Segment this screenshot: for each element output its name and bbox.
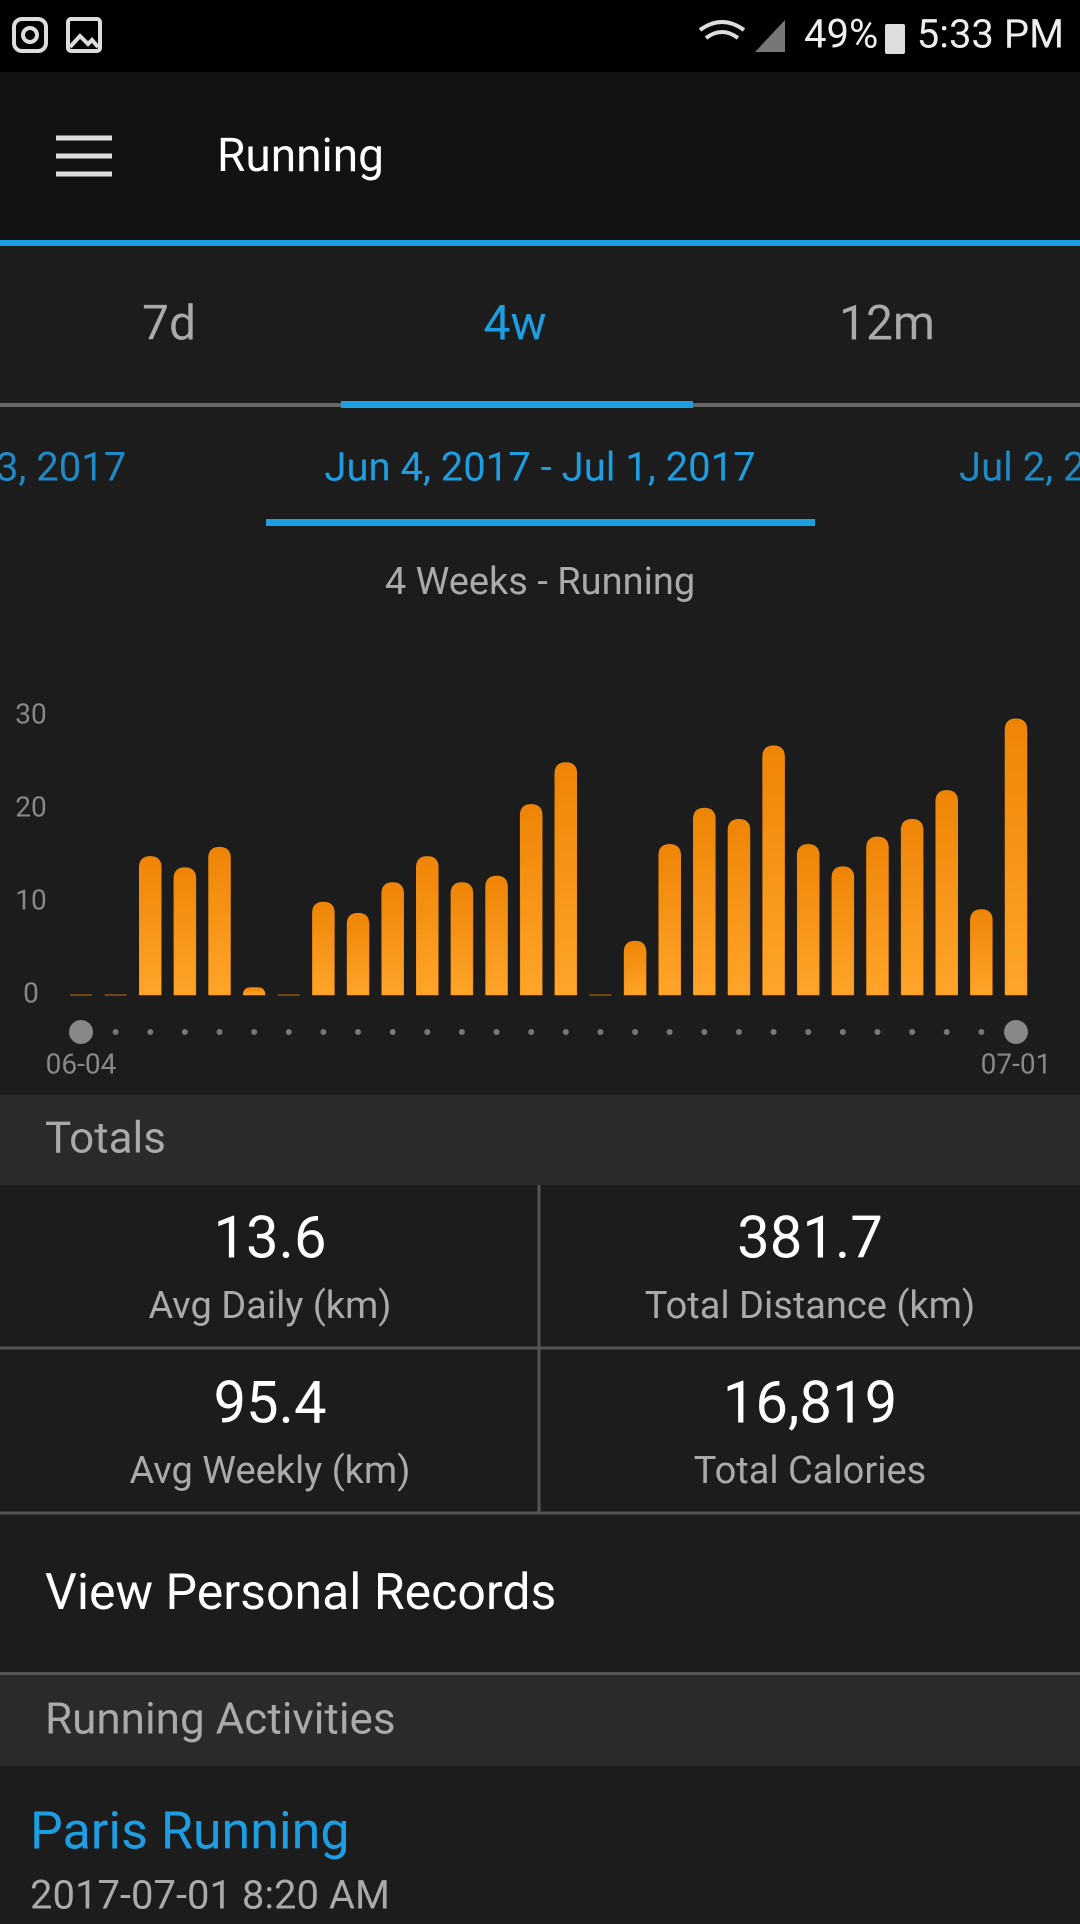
date-indicator	[266, 519, 815, 526]
x-axis-dot	[562, 1029, 569, 1035]
bar	[796, 844, 820, 996]
date-range-next[interactable]: Jul 2, 2	[959, 444, 1080, 491]
x-axis-dot	[943, 1029, 950, 1035]
bar	[762, 745, 785, 996]
x-axis-dot	[597, 1029, 604, 1035]
tab[interactable]: 12m	[839, 295, 935, 352]
x-axis-dot	[770, 1029, 777, 1035]
bar	[693, 807, 716, 996]
x-axis-dot	[701, 1029, 708, 1035]
activity-name[interactable]: Paris Running	[30, 1801, 350, 1862]
bar	[831, 866, 855, 996]
bar	[346, 912, 370, 996]
activity-date: 2017-07-01 8:20 AM	[30, 1872, 390, 1919]
x-axis-dot	[216, 1029, 223, 1035]
stat-label: Total Distance (km)	[645, 1284, 975, 1328]
status-icons	[12, 17, 905, 54]
totals-grid	[0, 1185, 1080, 1515]
x-axis-dot	[735, 1029, 742, 1035]
stat-value: 95.4	[213, 1369, 326, 1437]
x-axis-dot	[251, 1029, 258, 1035]
bar	[727, 818, 751, 996]
stat-value: 13.6	[213, 1204, 326, 1272]
stat-value: 381.7	[737, 1204, 883, 1272]
x-axis-dot	[389, 1029, 396, 1035]
records-link[interactable]: View Personal Records	[45, 1564, 556, 1622]
x-axis-dot	[355, 1029, 362, 1035]
activities-title: Running Activities	[45, 1693, 396, 1745]
bar	[208, 846, 231, 996]
x-axis-dot	[666, 1029, 673, 1035]
bar	[935, 790, 958, 996]
bar	[381, 882, 404, 996]
chart-title: 4 Weeks - Running	[385, 560, 695, 604]
y-tick-label: 30	[15, 697, 46, 730]
chart: 0 10 20 30 06-04 07-01	[15, 697, 1051, 1080]
x-axis-dot	[458, 1029, 465, 1035]
bar	[970, 909, 993, 996]
x-axis-dot	[978, 1029, 985, 1035]
bar	[900, 818, 924, 996]
x-axis-end-dot	[1004, 1020, 1028, 1044]
y-tick-label: 20	[15, 790, 46, 823]
x-axis-dot	[909, 1029, 916, 1035]
x-tick-label: 06-04	[46, 1047, 117, 1080]
stat-value: 16,819	[723, 1369, 897, 1437]
activities-header	[0, 1675, 1080, 1766]
x-tick-label: 07-01	[981, 1047, 1052, 1080]
bar	[1004, 718, 1028, 996]
app-title: Running	[217, 129, 384, 183]
clock: 5:33 PM	[917, 11, 1064, 58]
tab-active[interactable]: 4w	[483, 295, 546, 352]
records-row[interactable]	[0, 1515, 1080, 1673]
app-bar	[0, 72, 1080, 240]
stat-label: Total Calories	[694, 1449, 926, 1493]
x-axis-dot	[805, 1029, 812, 1035]
y-tick-label: 0	[23, 976, 39, 1009]
bar	[242, 987, 266, 996]
bar	[554, 762, 578, 996]
bar	[416, 856, 439, 996]
date-range-current[interactable]: Jun 4, 2017 - Jul 1, 2017	[324, 444, 755, 491]
bar	[485, 875, 508, 996]
x-axis-dot	[493, 1029, 500, 1035]
x-axis-dot	[424, 1029, 431, 1035]
date-range-prev[interactable]: 3, 2017	[0, 444, 126, 491]
battery-text: 49%	[804, 11, 878, 58]
x-axis-dot	[181, 1029, 188, 1035]
y-tick-label: 10	[15, 883, 46, 916]
x-axis-dot	[320, 1029, 327, 1035]
bar	[173, 867, 197, 996]
stat-label: Avg Weekly (km)	[130, 1449, 411, 1493]
stat-label: Avg Daily (km)	[148, 1284, 391, 1328]
x-axis-dot	[839, 1029, 846, 1035]
x-axis-dot	[285, 1029, 292, 1035]
bar	[519, 804, 543, 996]
x-axis-dot	[147, 1029, 154, 1035]
totals-title: Totals	[45, 1112, 166, 1164]
bar	[312, 901, 335, 996]
divider	[0, 1672, 1080, 1675]
menu-button[interactable]	[56, 135, 112, 177]
x-axis-dot	[112, 1029, 119, 1035]
bar	[658, 844, 681, 996]
app-bar-accent	[0, 240, 1080, 246]
x-axis-dot	[632, 1029, 639, 1035]
bar	[623, 940, 647, 996]
tab-indicator	[341, 401, 693, 408]
x-axis-dot	[874, 1029, 881, 1035]
bar	[139, 856, 162, 996]
x-axis-dot	[528, 1029, 535, 1035]
x-axis-end-dot	[69, 1020, 93, 1044]
bar	[450, 882, 474, 996]
totals-header	[0, 1095, 1080, 1185]
bar	[866, 836, 889, 996]
tab[interactable]: 7d	[142, 295, 196, 352]
